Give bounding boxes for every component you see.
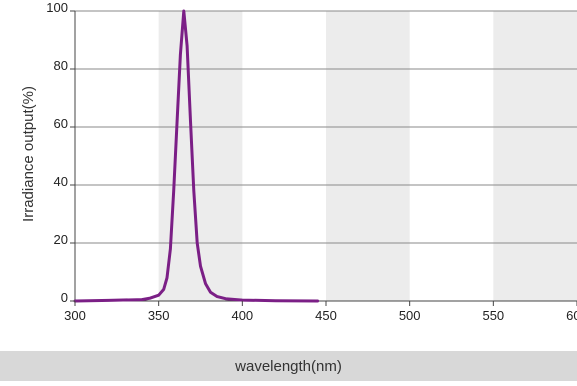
- x-tick-label-1: 350: [148, 308, 170, 323]
- y-tick-label-1: 20: [54, 232, 68, 247]
- x-tick-label-6: 600: [566, 308, 577, 323]
- x-tick-label-3: 450: [315, 308, 337, 323]
- y-tick-label-0: 0: [61, 290, 68, 305]
- y-tick-label-5: 100: [46, 0, 68, 15]
- shaded-band-2: [326, 11, 410, 301]
- x-tick-label-2: 400: [231, 308, 253, 323]
- x-tick-label-5: 550: [482, 308, 504, 323]
- x-tick-label-4: 500: [399, 308, 421, 323]
- x-axis-label-bar: wavelength(nm): [0, 351, 577, 381]
- series-line-0: [73, 9, 320, 303]
- shaded-band-3: [493, 11, 577, 301]
- y-tick-label-4: 80: [54, 58, 68, 73]
- shaded-band-1: [200, 11, 243, 301]
- y-tick-label-3: 60: [54, 116, 68, 131]
- y-tick-label-2: 40: [54, 174, 68, 189]
- x-axis-label: wavelength(nm): [235, 357, 342, 375]
- y-axis-label: Irradiance output(%): [20, 86, 37, 222]
- x-tick-label-0: 300: [64, 308, 86, 323]
